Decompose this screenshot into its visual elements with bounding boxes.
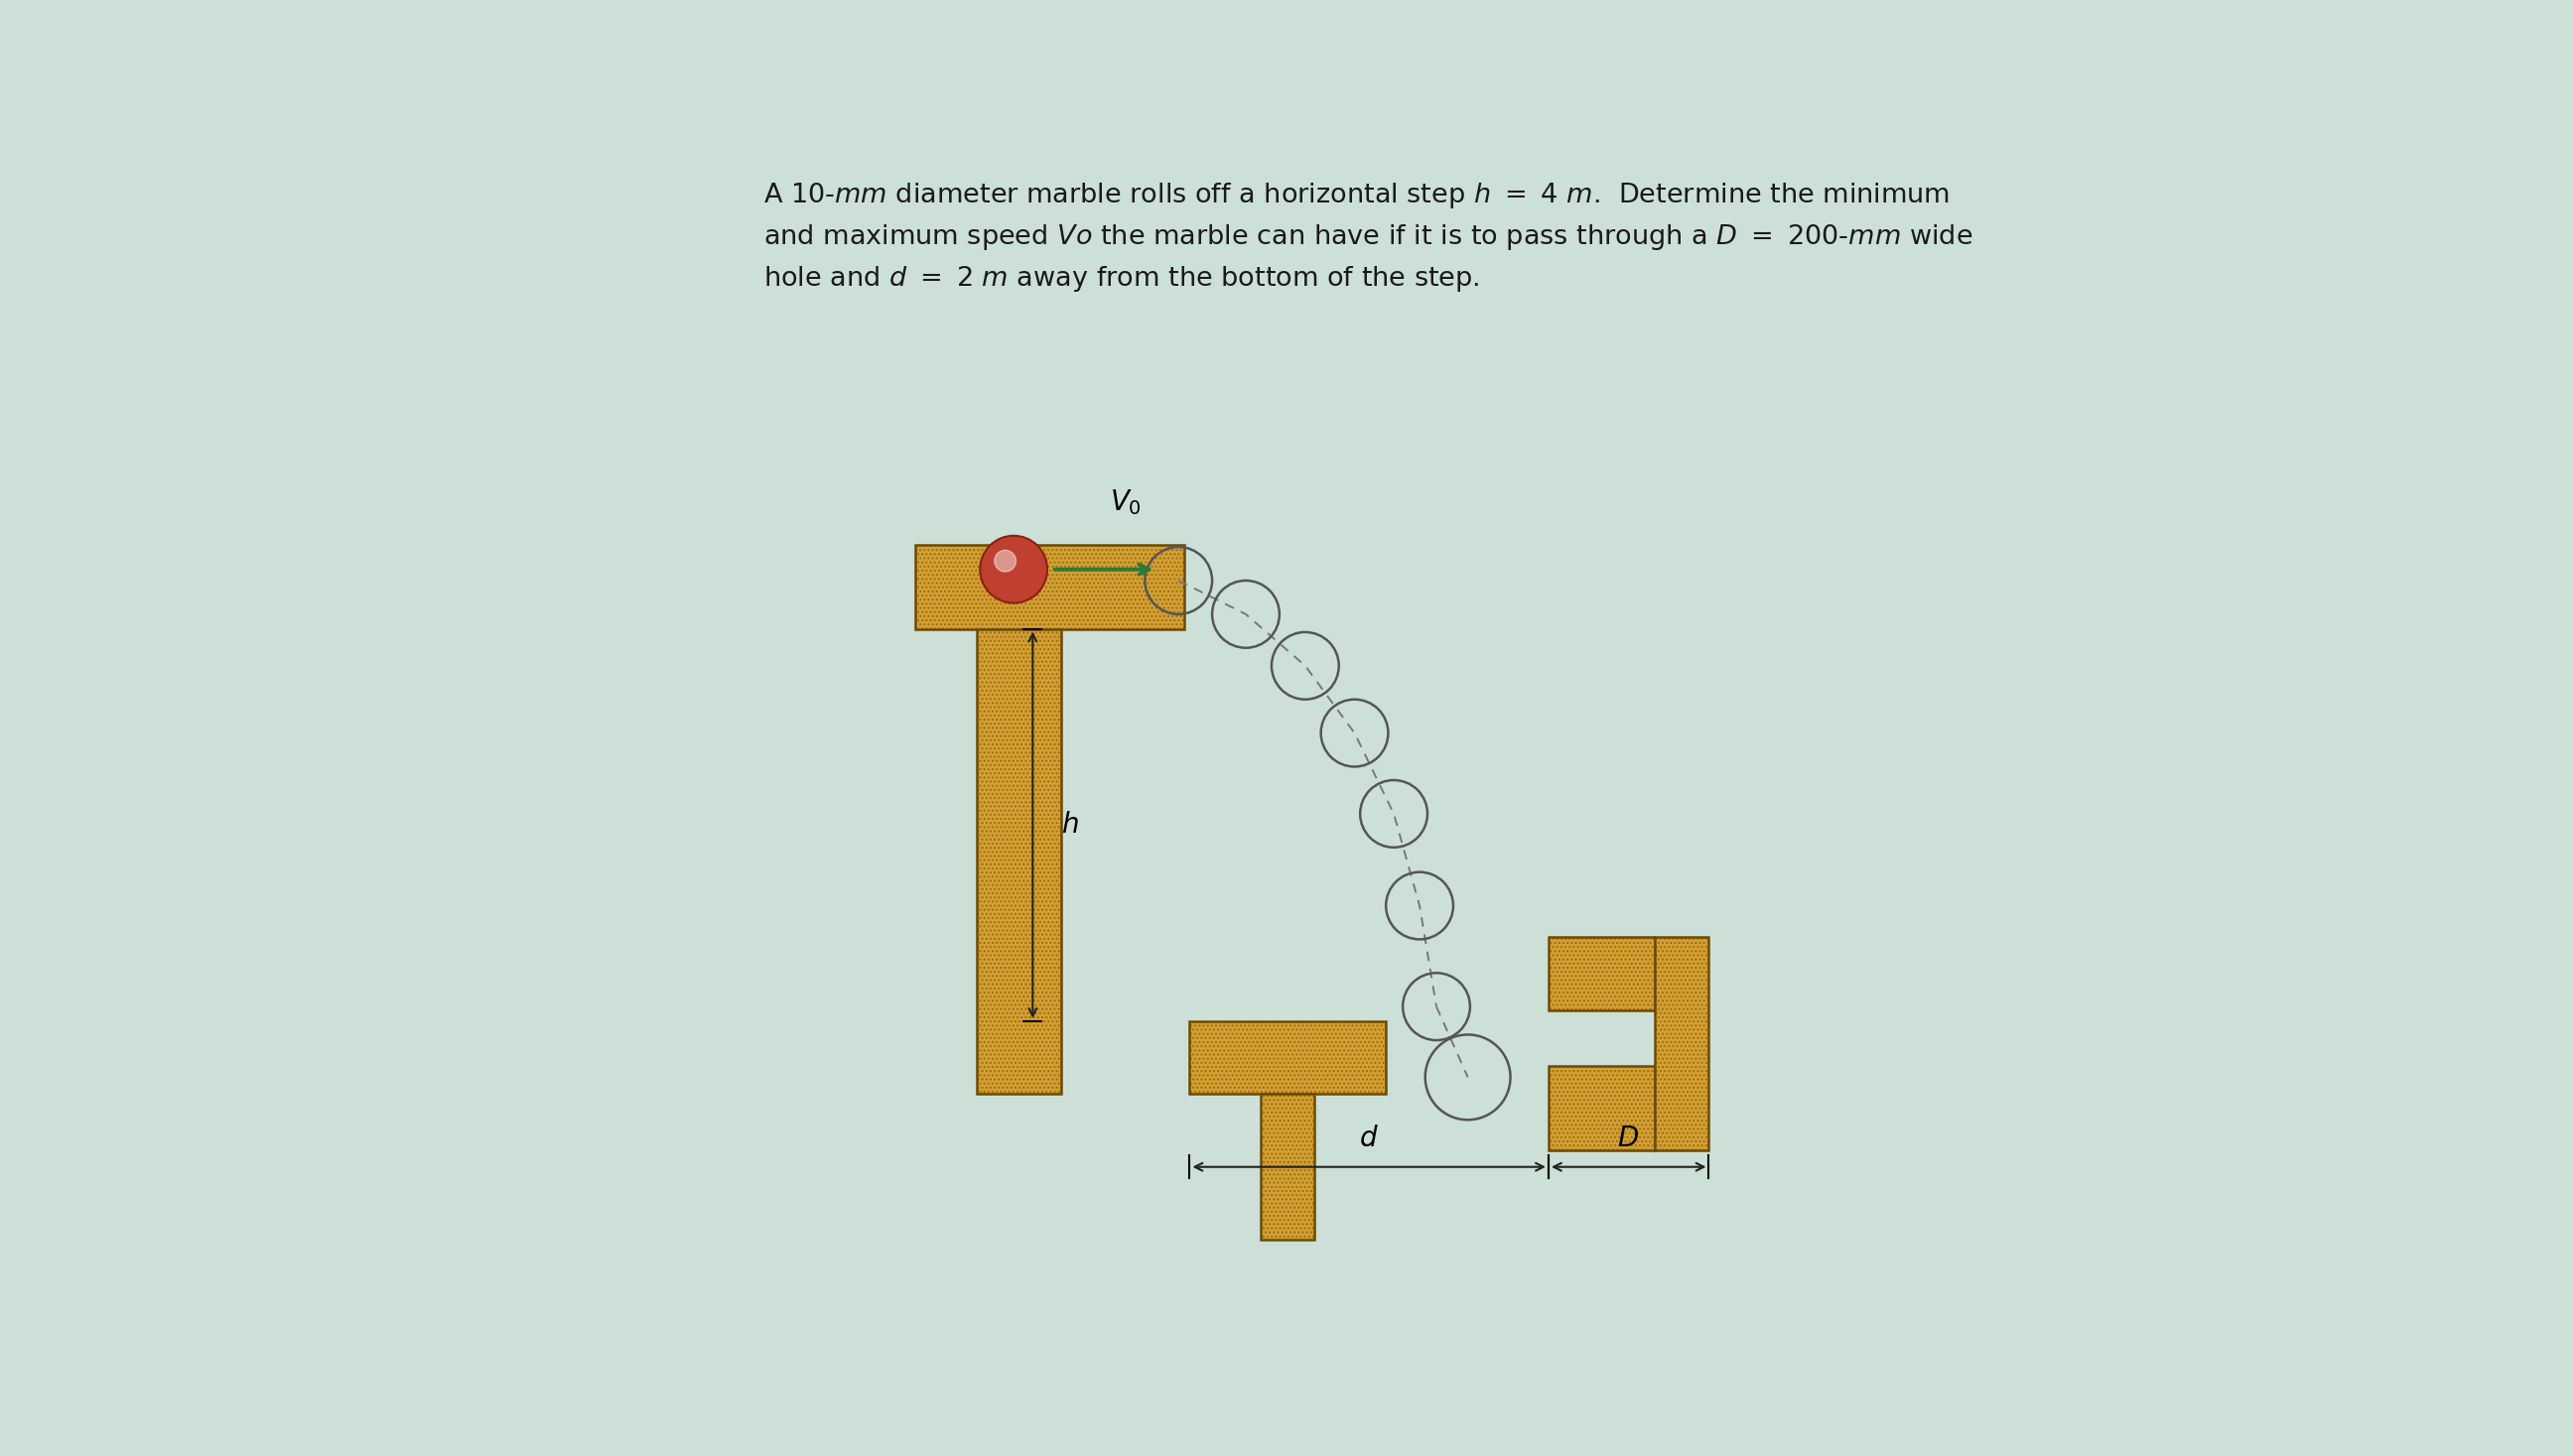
Text: $h$: $h$: [1060, 811, 1078, 839]
Bar: [1261, 1093, 1315, 1241]
Bar: [1549, 1066, 1654, 1150]
Circle shape: [996, 550, 1016, 572]
Bar: [1549, 1066, 1654, 1150]
Bar: [1189, 1021, 1387, 1093]
Circle shape: [980, 536, 1047, 603]
Bar: [1261, 1093, 1315, 1241]
Bar: [1189, 1021, 1387, 1093]
Bar: [978, 629, 1060, 1093]
Bar: [1549, 938, 1654, 1010]
Bar: [916, 545, 1184, 629]
Bar: [1654, 938, 1708, 1150]
Bar: [1549, 938, 1654, 1010]
Text: A $\mathbf{\mathit{10}}$-$\mathbf{\mathit{mm}}$ diameter marble rolls off a hori: A $\mathbf{\mathit{10}}$-$\mathbf{\mathi…: [764, 181, 1973, 294]
Text: $d$: $d$: [1359, 1124, 1379, 1152]
Text: $D$: $D$: [1618, 1124, 1639, 1152]
Bar: [1654, 938, 1708, 1150]
Text: $V_0$: $V_0$: [1109, 488, 1142, 517]
Bar: [916, 545, 1184, 629]
Bar: [978, 629, 1060, 1093]
